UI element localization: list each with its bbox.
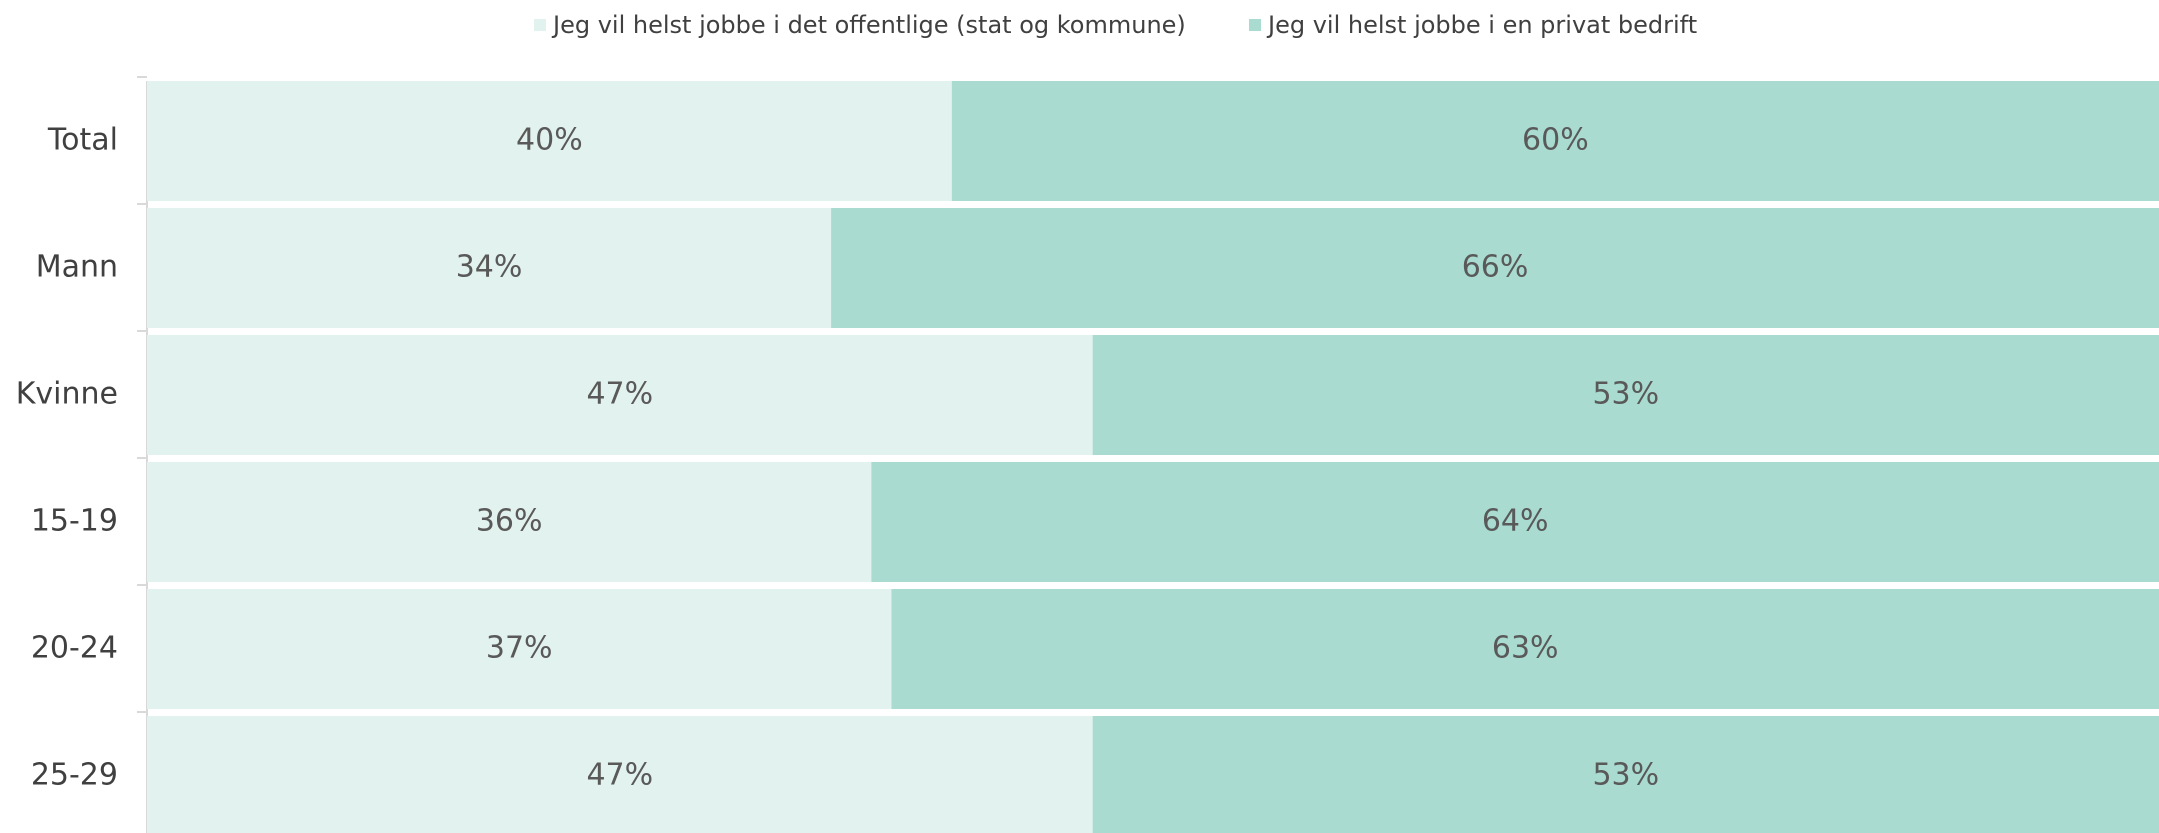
data-label: 40% — [516, 123, 583, 158]
y-tick-label: Kvinne — [16, 377, 118, 412]
bar-segment — [831, 208, 2159, 328]
data-label: 53% — [1592, 377, 1659, 412]
bar-segment — [147, 589, 892, 709]
legend-swatch — [534, 19, 546, 31]
y-tick-label: 15-19 — [31, 504, 118, 539]
data-label: 64% — [1482, 504, 1549, 539]
data-label: 53% — [1592, 758, 1659, 793]
bar-segment — [147, 81, 952, 201]
legend-label: Jeg vil helst jobbe i det offentlige (st… — [551, 11, 1186, 39]
bar-segment — [1092, 335, 2159, 455]
y-tick-label: 25-29 — [31, 758, 118, 793]
bar-segment — [891, 589, 2159, 709]
legend-swatch — [1249, 19, 1261, 31]
legend-label: Jeg vil helst jobbe i en privat bedrift — [1266, 11, 1697, 39]
bar-segment — [1092, 716, 2159, 833]
data-label: 47% — [586, 377, 653, 412]
data-label: 60% — [1522, 123, 1589, 158]
y-tick-label: Mann — [36, 250, 118, 285]
data-label: 36% — [476, 504, 543, 539]
y-tick-label: 20-24 — [31, 631, 118, 666]
bar-segment — [147, 716, 1093, 833]
data-label: 66% — [1462, 250, 1529, 285]
data-label: 37% — [486, 631, 553, 666]
bar-segment — [951, 81, 2159, 201]
bar-segment — [147, 208, 832, 328]
bar-segment — [871, 462, 2159, 582]
data-label: 63% — [1492, 631, 1559, 666]
bar-segment — [147, 462, 872, 582]
bar-segment — [147, 335, 1093, 455]
y-tick-label: Total — [47, 123, 118, 158]
data-label: 47% — [586, 758, 653, 793]
data-label: 34% — [456, 250, 523, 285]
